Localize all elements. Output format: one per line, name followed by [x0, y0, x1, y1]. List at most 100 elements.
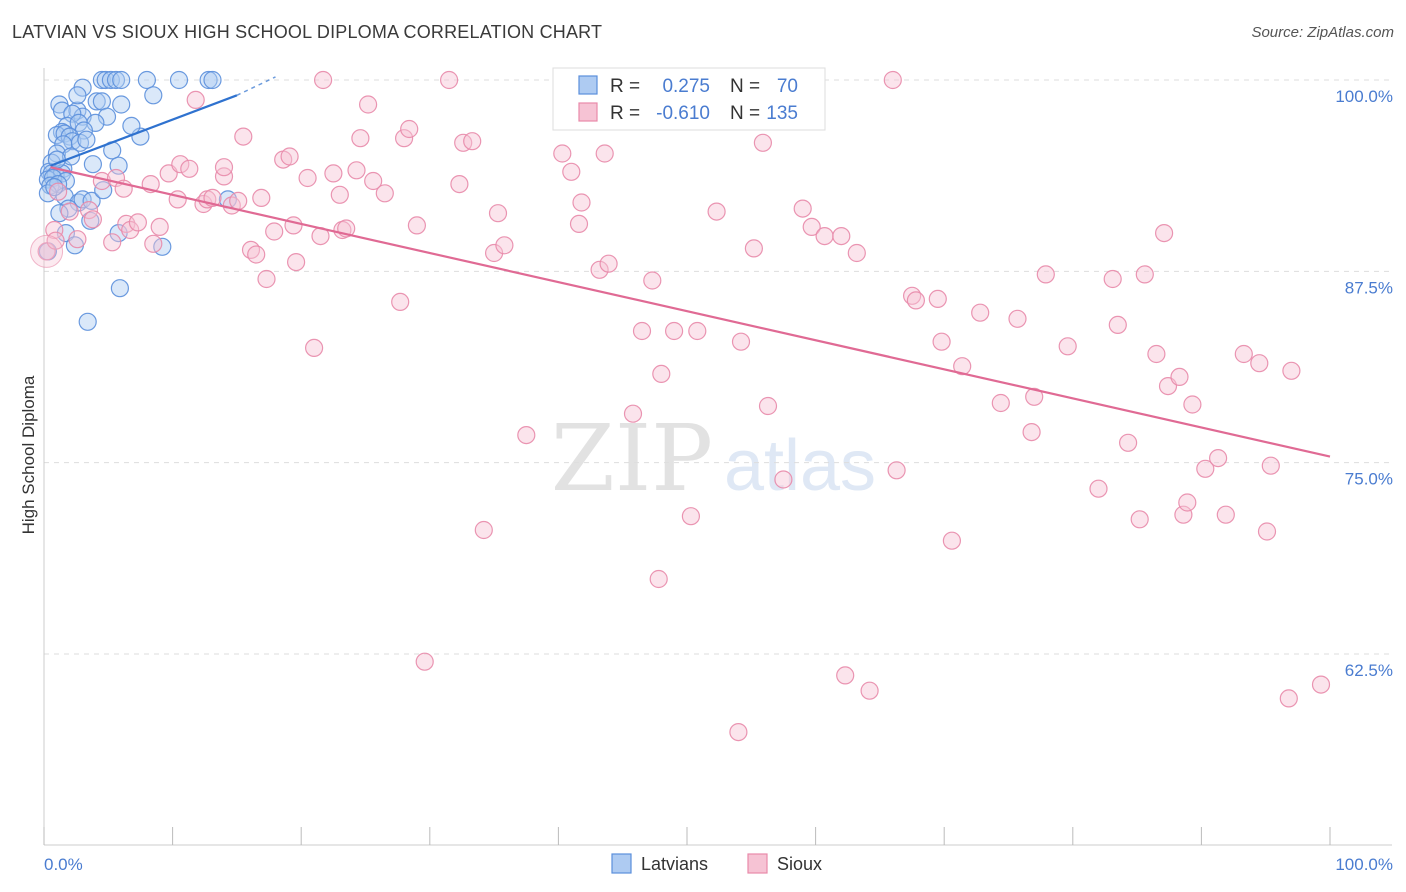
chart-source: Source: ZipAtlas.com	[1251, 24, 1394, 41]
sioux-point	[400, 119, 419, 139]
sioux-point	[214, 158, 234, 177]
sioux-point	[774, 470, 793, 489]
latvians-trendline-extension	[236, 76, 276, 96]
sioux-point	[1008, 309, 1027, 328]
axes: 100.0% 87.5% 75.0% 62.5% 0.0% 100.0% High Scho…	[19, 68, 1393, 874]
sioux-point	[407, 216, 426, 235]
sioux-point	[632, 321, 652, 341]
sioux-point	[1170, 367, 1189, 386]
sioux-legend-swatch	[578, 102, 598, 122]
sioux-point	[517, 426, 536, 445]
sioux-point	[836, 666, 855, 685]
sioux-point	[744, 239, 764, 258]
sioux-point	[247, 245, 266, 264]
sioux-point-large	[30, 234, 64, 268]
sioux-point	[991, 393, 1010, 413]
sioux-point	[1147, 344, 1166, 364]
sioux-point	[753, 133, 773, 152]
sioux-point	[1135, 265, 1154, 284]
sioux-point	[168, 190, 187, 209]
sioux-point	[454, 133, 473, 152]
sioux-point	[1118, 433, 1138, 452]
sioux-point	[1036, 265, 1055, 284]
sioux-point	[1282, 361, 1301, 380]
sioux-point	[375, 184, 394, 203]
sioux-point	[1208, 449, 1228, 468]
sioux-point	[758, 396, 778, 416]
sioux-point	[68, 230, 87, 249]
sioux-point	[298, 168, 317, 188]
sioux-point	[265, 222, 284, 241]
n-value: 135	[766, 103, 798, 124]
latvians-point	[94, 181, 113, 200]
latvians-point	[112, 70, 131, 90]
sioux-point	[495, 236, 514, 255]
y-tick-label: 62.5%	[1345, 661, 1393, 680]
sioux-point	[1022, 423, 1041, 442]
sioux-point	[1130, 510, 1149, 529]
sioux-point	[150, 217, 169, 236]
r-label: R =	[610, 103, 640, 124]
sioux-point	[729, 722, 748, 742]
sioux-point	[395, 129, 414, 148]
watermark-zip: ZIP	[551, 405, 713, 512]
sioux-point	[1234, 344, 1253, 364]
y-axis-title: High School Diploma	[19, 375, 38, 534]
sioux-point	[103, 233, 122, 252]
n-label: N =	[730, 103, 760, 124]
latvians-point	[96, 70, 115, 90]
sioux-point	[1261, 456, 1280, 475]
sioux-point	[83, 210, 103, 229]
sioux-point	[60, 202, 79, 221]
sioux-point	[144, 234, 163, 253]
latvians-point	[59, 199, 78, 218]
sioux-point	[887, 461, 906, 480]
latvians-point	[87, 92, 106, 111]
latvians-point	[73, 190, 92, 209]
sioux-point	[391, 292, 410, 311]
sioux-point	[971, 303, 990, 322]
sioux-point	[553, 144, 572, 163]
sioux-point	[906, 291, 926, 310]
sioux-point	[590, 260, 609, 279]
n-value: 70	[777, 76, 798, 97]
sioux-point	[572, 193, 591, 212]
sioux-point	[314, 70, 333, 90]
latvians-point	[68, 86, 87, 105]
sioux-point	[180, 159, 199, 178]
sioux-bottom-legend-label: Sioux	[777, 854, 822, 874]
sioux-point	[347, 161, 366, 180]
sioux-point	[186, 90, 205, 110]
latvians-point	[203, 70, 222, 90]
sioux-point	[847, 243, 866, 263]
sioux-point	[364, 171, 383, 191]
sioux-point	[681, 507, 701, 526]
latvians-point	[110, 279, 130, 298]
sioux-point	[649, 569, 668, 589]
sioux-point	[79, 201, 99, 220]
sioux-point	[832, 227, 851, 246]
sioux-point	[815, 227, 834, 246]
sioux-point	[1058, 337, 1077, 356]
sioux-point	[171, 155, 190, 174]
sioux-trendline	[50, 166, 1331, 458]
sioux-point	[1257, 522, 1277, 541]
sioux-point	[569, 214, 589, 233]
latvians-point	[47, 144, 67, 163]
latvians-bottom-legend-swatch	[611, 853, 632, 874]
grid	[44, 79, 1392, 655]
sioux-point	[252, 188, 271, 207]
sioux-point	[284, 216, 303, 235]
watermark-atlas: atlas	[724, 426, 876, 506]
sioux-point	[485, 243, 504, 263]
sioux-point	[802, 217, 821, 236]
latvians-legend-swatch	[578, 75, 598, 95]
latvians-point	[169, 70, 189, 90]
sioux-point	[664, 321, 684, 341]
latvians-bottom-legend-label: Latvians	[641, 854, 708, 874]
bottom-legend: Latvians Sioux	[611, 853, 822, 874]
latvians-point	[199, 70, 218, 90]
sioux-point	[48, 182, 68, 201]
